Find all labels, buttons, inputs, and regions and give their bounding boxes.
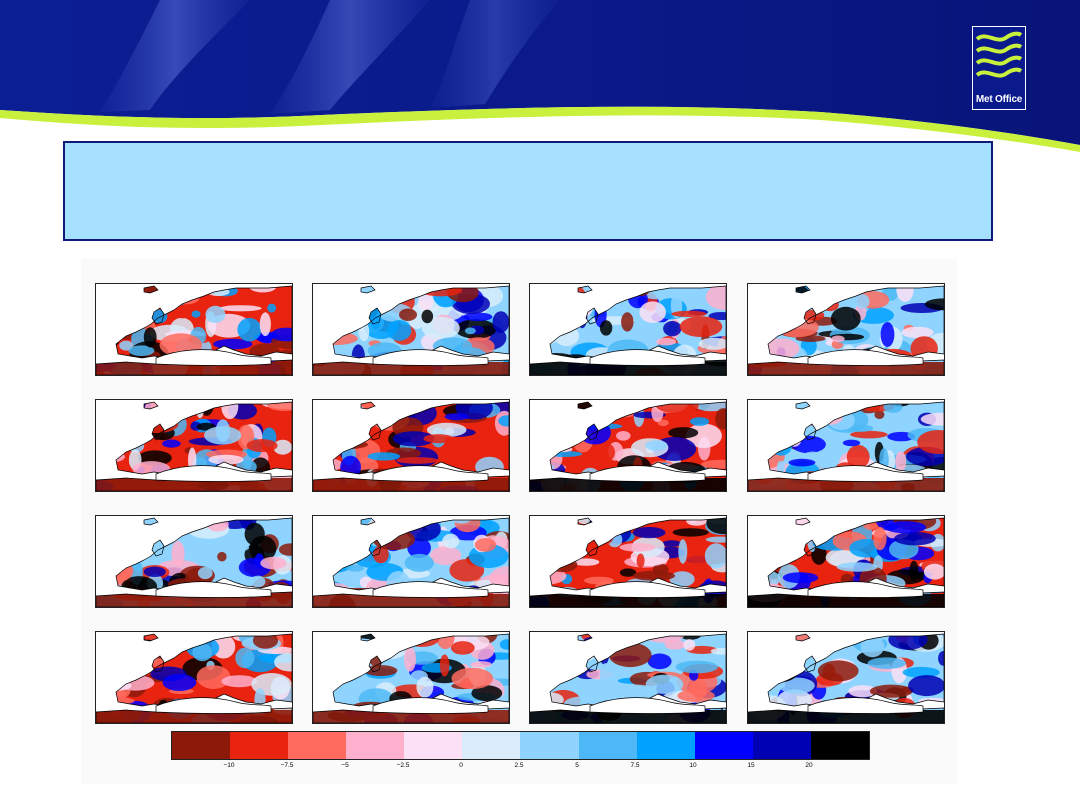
colorbar (171, 731, 870, 760)
colorbar-tick-label: 10 (689, 762, 697, 769)
anomaly-map-svg (530, 401, 726, 491)
map-panel-9 (95, 515, 293, 608)
logo-wordmark: Met Office (975, 94, 1023, 105)
colorbar-tick-label: −7.5 (280, 762, 294, 769)
anomaly-map-svg (748, 285, 944, 375)
map-panel-5 (95, 399, 293, 492)
map-panel-11 (529, 515, 727, 608)
colorbar-swatch (346, 732, 405, 759)
wave-logo-icon (975, 31, 1023, 78)
header-swoosh-graphic (0, 0, 1080, 152)
colorbar-swatch (636, 732, 695, 759)
map-panel-2 (312, 283, 510, 376)
anomaly-map-svg (748, 401, 944, 491)
colorbar-swatch (752, 732, 811, 759)
anomaly-map-svg (530, 633, 726, 723)
map-panel-8 (747, 399, 945, 492)
map-panel-7 (529, 399, 727, 492)
colorbar-tick-label: −2.5 (396, 762, 410, 769)
colorbar-tick-label: 15 (747, 762, 755, 769)
map-panel-4 (747, 283, 945, 376)
map-panel-6 (312, 399, 510, 492)
map-panel-13 (95, 631, 293, 724)
map-panel-3 (529, 283, 727, 376)
colorbar-swatch (288, 732, 347, 759)
anomaly-map-svg (530, 517, 726, 607)
map-figure (81, 259, 957, 784)
anomaly-map-svg (313, 401, 509, 491)
anomaly-map-svg (313, 285, 509, 375)
anomaly-map-svg (96, 401, 292, 491)
colorbar-swatch (520, 732, 579, 759)
anomaly-map-svg (96, 633, 292, 723)
anomaly-map-svg (96, 285, 292, 375)
header-banner: Met Office (0, 0, 1080, 160)
colorbar-tick-label: 0 (459, 762, 463, 769)
map-panel-1 (95, 283, 293, 376)
anomaly-map-svg (313, 633, 509, 723)
colorbar-tick-label: 7.5 (630, 762, 640, 769)
colorbar-tick-label: −5 (341, 762, 349, 769)
colorbar-swatch (578, 732, 637, 759)
anomaly-map-svg (748, 633, 944, 723)
map-panel-14 (312, 631, 510, 724)
map-panel-15 (529, 631, 727, 724)
anomaly-map-svg (313, 517, 509, 607)
anomaly-map-svg (96, 517, 292, 607)
colorbar-swatch (694, 732, 753, 759)
map-panel-12 (747, 515, 945, 608)
colorbar-tick-label: −10 (223, 762, 235, 769)
anomaly-map-svg (748, 517, 944, 607)
colorbar-tick-label: 2.5 (514, 762, 524, 769)
colorbar-swatch (462, 732, 521, 759)
colorbar-tick-label: 20 (805, 762, 813, 769)
map-panel-10 (312, 515, 510, 608)
colorbar-swatch (230, 732, 289, 759)
colorbar-tick-label: 5 (575, 762, 579, 769)
colorbar-swatch (404, 732, 463, 759)
title-box (63, 141, 993, 241)
anomaly-map-svg (530, 285, 726, 375)
colorbar-swatch (810, 732, 869, 759)
met-office-logo: Met Office (972, 26, 1026, 110)
colorbar-swatch (172, 732, 231, 759)
map-panel-16 (747, 631, 945, 724)
